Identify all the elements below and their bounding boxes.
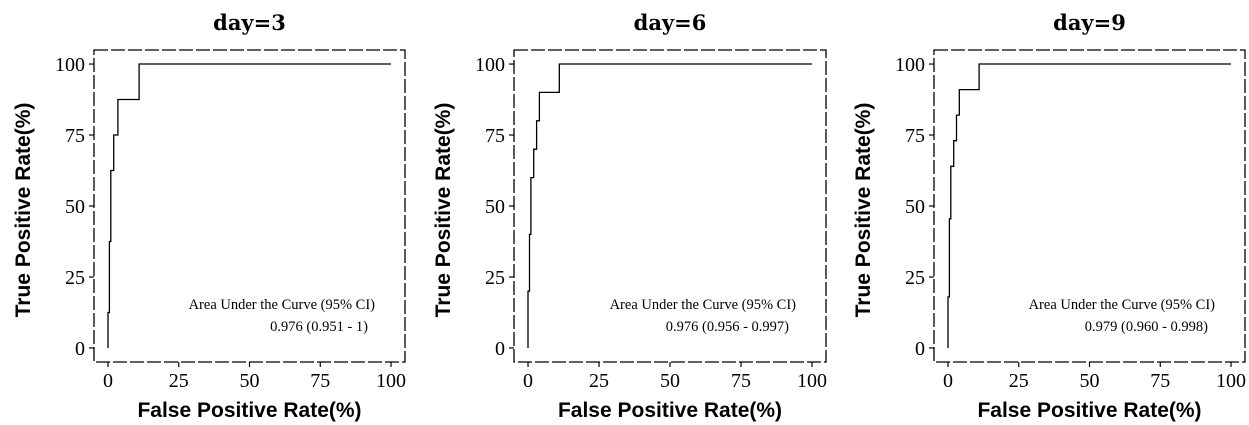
roc-panel-3: day=9 0 25 50 75 100 0 25 50 75 100 False Positive …	[852, 10, 1246, 422]
y-tick-label: 75	[65, 125, 85, 147]
roc-curve-line	[107, 63, 391, 348]
y-tick-label: 25	[905, 267, 925, 289]
y-tick-label: 75	[905, 125, 925, 147]
y-axis-label: True Positive Rate(%)	[432, 103, 455, 318]
x-tick-label: 100	[797, 370, 827, 392]
x-tick-label: 75	[310, 370, 330, 392]
roc-panel-1: day=3 0 25 50 75 100 0 25 50 75 100 False Positive …	[12, 10, 406, 422]
x-tick-label: 100	[376, 370, 406, 392]
y-tick-label: 0	[915, 338, 925, 360]
x-tick-label: 25	[169, 370, 189, 392]
y-tick-label: 50	[65, 196, 85, 218]
x-tick-label: 25	[589, 370, 609, 392]
chart-title: day=6	[634, 10, 707, 35]
y-tick-label: 25	[65, 267, 85, 289]
auc-annotation-value: 0.979 (0.960 - 0.998)	[1085, 319, 1208, 335]
roc-curve-line	[527, 63, 812, 348]
chart-title: day=9	[1053, 10, 1126, 35]
x-axis-label: False Positive Rate(%)	[558, 399, 782, 422]
plot-frame	[93, 49, 406, 363]
y-tick-label: 50	[485, 196, 505, 218]
y-tick-label: 0	[75, 338, 85, 360]
x-tick-label: 75	[731, 370, 751, 392]
x-axis-label: False Positive Rate(%)	[137, 399, 361, 422]
x-tick-label: 50	[240, 370, 260, 392]
x-axis-label: False Positive Rate(%)	[977, 399, 1201, 422]
x-tick-label: 100	[1216, 370, 1246, 392]
y-axis-label: True Positive Rate(%)	[12, 103, 35, 318]
x-tick-label: 75	[1150, 370, 1170, 392]
chart-title: day=3	[213, 10, 286, 35]
auc-annotation-value: 0.976 (0.956 - 0.997)	[666, 319, 789, 335]
auc-annotation-value: 0.976 (0.951 - 1)	[270, 319, 368, 335]
roc-curve-line	[947, 63, 1231, 348]
y-tick-label: 0	[495, 338, 505, 360]
x-tick-label: 50	[660, 370, 680, 392]
x-tick-label: 25	[1009, 370, 1029, 392]
x-tick-label: 0	[103, 370, 113, 392]
roc-panel-2: day=6 0 25 50 75 100 0 25 50 75 100 False Positive …	[432, 10, 827, 422]
y-tick-label: 25	[485, 267, 505, 289]
plot-frame	[933, 49, 1246, 363]
x-tick-label: 0	[523, 370, 533, 392]
auc-annotation-label: Area Under the Curve (95% CI)	[610, 297, 797, 313]
auc-annotation-label: Area Under the Curve (95% CI)	[1029, 297, 1216, 313]
y-tick-label: 100	[475, 54, 505, 76]
plot-frame	[513, 49, 827, 363]
y-tick-label: 50	[905, 196, 925, 218]
x-tick-label: 0	[943, 370, 953, 392]
y-axis-label: True Positive Rate(%)	[852, 103, 875, 318]
y-tick-label: 100	[895, 54, 925, 76]
x-tick-label: 50	[1080, 370, 1100, 392]
y-tick-label: 75	[485, 125, 505, 147]
auc-annotation-label: Area Under the Curve (95% CI)	[189, 297, 376, 313]
y-tick-label: 100	[55, 54, 85, 76]
